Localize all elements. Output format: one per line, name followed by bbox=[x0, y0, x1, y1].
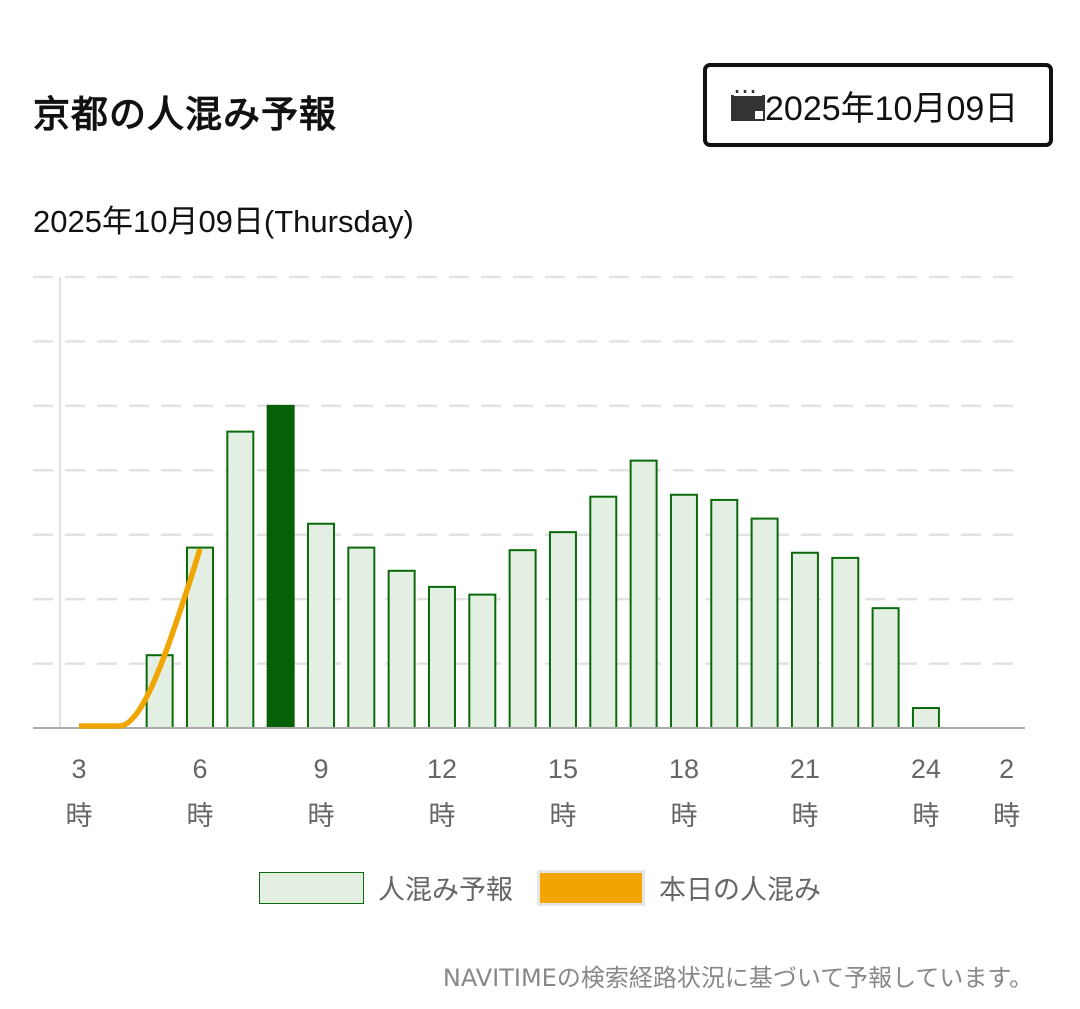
x-tick-label: 15 bbox=[548, 754, 578, 784]
x-tick-unit: 時 bbox=[912, 801, 939, 832]
x-tick-unit: 時 bbox=[791, 801, 818, 832]
bar-hour-15 bbox=[548, 531, 577, 729]
x-tick-unit: 時 bbox=[186, 801, 213, 832]
legend-label-today: 本日の人混み bbox=[659, 875, 821, 906]
x-tick-label: 3 bbox=[71, 754, 86, 784]
x-tick-label: 6 bbox=[192, 754, 207, 784]
bar-hour-11 bbox=[387, 569, 416, 729]
crowd-forecast-chart: 3 時 6 時 9 時 12 時 15 時 18 時 21 時 24 時 2 時 bbox=[33, 275, 1025, 832]
bar-hour-21 bbox=[790, 551, 819, 729]
page-title: 京都の人混み予報 bbox=[33, 93, 337, 136]
bar-hour-24 bbox=[911, 707, 940, 729]
legend: 人混み予報 本日の人混み bbox=[0, 868, 1080, 907]
x-tick-label: 2 bbox=[999, 754, 1014, 784]
x-tick-unit: 時 bbox=[66, 801, 93, 832]
bar-hour-19 bbox=[710, 498, 739, 729]
x-tick-label: 9 bbox=[313, 754, 328, 784]
bar-hour-20 bbox=[750, 517, 779, 729]
legend-swatch-forecast bbox=[259, 871, 364, 904]
x-tick-unit: 時 bbox=[670, 801, 697, 832]
x-tick-label: 21 bbox=[790, 754, 820, 784]
x-tick-label: 18 bbox=[669, 754, 699, 784]
bar-hour-10 bbox=[347, 546, 376, 729]
bar-hour-18 bbox=[669, 493, 698, 729]
x-tick-unit: 時 bbox=[307, 801, 334, 832]
bar-hour-14 bbox=[508, 549, 537, 730]
legend-swatch-today bbox=[537, 869, 645, 906]
bar-hour-8 bbox=[266, 404, 295, 729]
date-picker-button[interactable]: 2025年10月09日 bbox=[703, 63, 1053, 147]
bar-hour-22 bbox=[831, 556, 860, 729]
calendar-icon bbox=[731, 89, 765, 121]
bar-hour-16 bbox=[589, 495, 618, 729]
chart-subtitle: 2025年10月09日(Thursday) bbox=[33, 204, 414, 239]
bar-hour-17 bbox=[629, 459, 658, 729]
x-tick-label: 24 bbox=[911, 754, 941, 784]
bar-hour-12 bbox=[427, 585, 456, 729]
footer-note: NAVITIMEの検索経路状況に基づいて予報しています。 bbox=[442, 964, 1033, 992]
bar-hour-13 bbox=[468, 593, 497, 729]
x-tick-unit: 時 bbox=[428, 801, 455, 832]
bar-hour-23 bbox=[871, 607, 900, 730]
bar-hour-7 bbox=[226, 430, 255, 729]
x-tick-unit: 時 bbox=[993, 801, 1020, 832]
bar-hour-9 bbox=[306, 522, 335, 729]
today-crowd-line bbox=[79, 548, 203, 729]
selected-date: 2025年10月09日 bbox=[765, 89, 1019, 128]
x-tick-unit: 時 bbox=[549, 801, 576, 832]
legend-label-forecast: 人混み予報 bbox=[378, 875, 513, 906]
x-tick-label: 12 bbox=[427, 754, 457, 784]
